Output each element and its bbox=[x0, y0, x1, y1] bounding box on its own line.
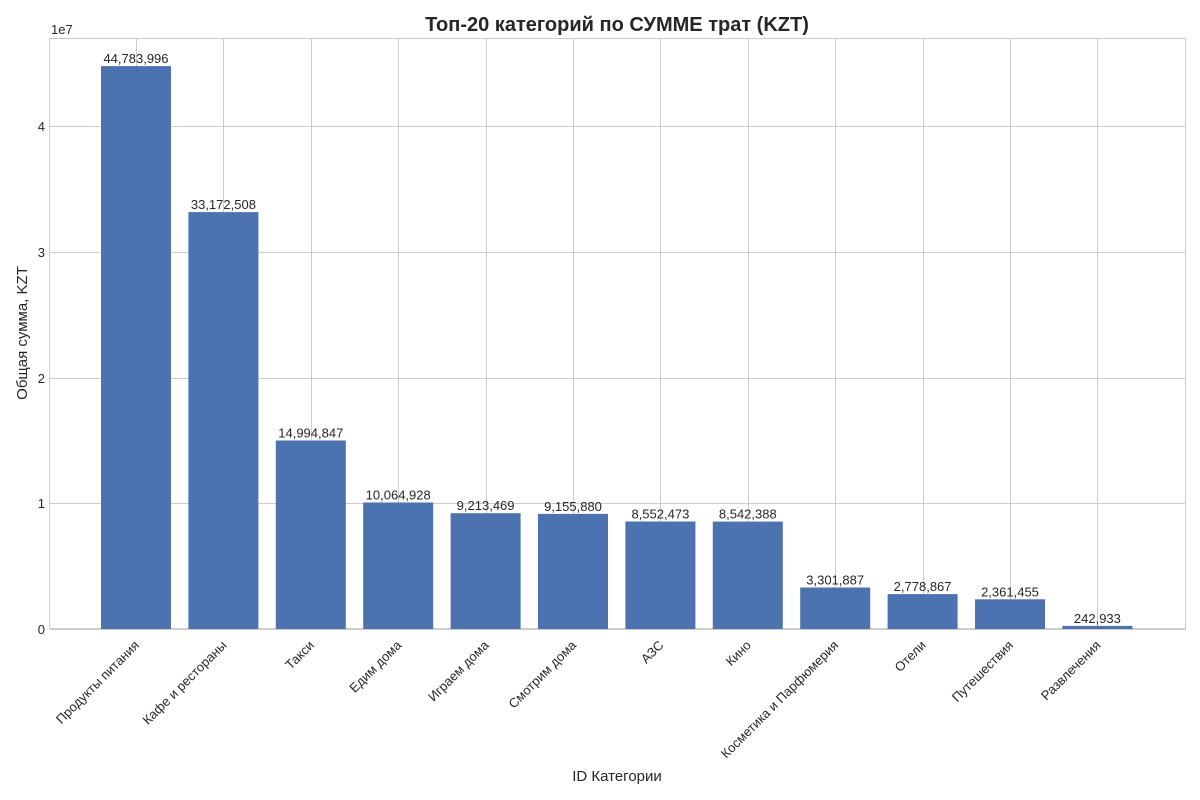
bars bbox=[101, 66, 1133, 630]
bar bbox=[450, 513, 521, 629]
bar bbox=[800, 587, 871, 629]
bar-value-label: 9,155,880 bbox=[544, 499, 602, 514]
x-axis-label: ID Категории bbox=[572, 768, 662, 785]
y-tick-label: 0 bbox=[38, 622, 45, 637]
bar-value-label: 3,301,887 bbox=[806, 573, 864, 588]
bar-value-label: 9,213,469 bbox=[457, 498, 515, 513]
x-tick-label: Развлечения bbox=[1038, 638, 1104, 704]
y-tick-label: 2 bbox=[38, 371, 45, 386]
grid bbox=[50, 38, 1186, 630]
bar-value-label: 33,172,508 bbox=[191, 197, 256, 212]
x-tick-label: АЗС bbox=[638, 638, 667, 667]
data-labels: 44,783,996 33,172,508 14,994,847 10,064,928… bbox=[103, 51, 1120, 626]
bar-value-label: 2,778,867 bbox=[894, 579, 952, 594]
bar bbox=[1062, 625, 1133, 629]
y-tick-label: 3 bbox=[38, 245, 45, 260]
y-axis-ticks: 0 1 2 3 4 bbox=[38, 119, 45, 637]
bar bbox=[887, 594, 958, 629]
bar-value-label: 10,064,928 bbox=[366, 488, 431, 503]
bar bbox=[101, 66, 171, 630]
chart-title: Топ-20 категорий по СУММЕ трат (KZT) bbox=[425, 14, 809, 36]
bar bbox=[625, 521, 696, 629]
bar-value-label: 8,542,388 bbox=[719, 507, 777, 522]
bar bbox=[275, 440, 346, 629]
bar bbox=[712, 521, 783, 629]
x-tick-label: Путешествия bbox=[949, 638, 1016, 705]
y-tick-label: 1 bbox=[38, 496, 45, 511]
x-tick-label: Кафе и рестораны bbox=[140, 638, 230, 728]
x-tick-label: Смотрим дома bbox=[505, 637, 579, 711]
bar bbox=[188, 212, 259, 629]
x-tick-label: Кино bbox=[723, 638, 754, 669]
bar-value-label: 2,361,455 bbox=[981, 584, 1039, 599]
bar-value-label: 8,552,473 bbox=[631, 507, 689, 522]
plot-frame bbox=[49, 38, 1186, 629]
x-tick-label: Едим дома bbox=[346, 637, 405, 696]
bar-value-label: 242,933 bbox=[1074, 611, 1121, 626]
x-tick-label: Играем дома bbox=[425, 637, 492, 704]
bar bbox=[363, 502, 434, 629]
bar-value-label: 44,783,996 bbox=[103, 51, 168, 66]
x-tick-label: Продукты питания bbox=[53, 638, 142, 727]
bar-value-label: 14,994,847 bbox=[278, 426, 343, 441]
x-tick-label: Отели bbox=[892, 638, 929, 675]
y-axis-label: Общая сумма, KZT bbox=[14, 266, 31, 400]
bar bbox=[975, 599, 1045, 629]
x-tick-label: Такси bbox=[282, 638, 317, 673]
bar bbox=[538, 513, 608, 629]
y-axis-offset-label: 1e7 bbox=[51, 22, 73, 37]
y-tick-label: 4 bbox=[38, 119, 45, 134]
